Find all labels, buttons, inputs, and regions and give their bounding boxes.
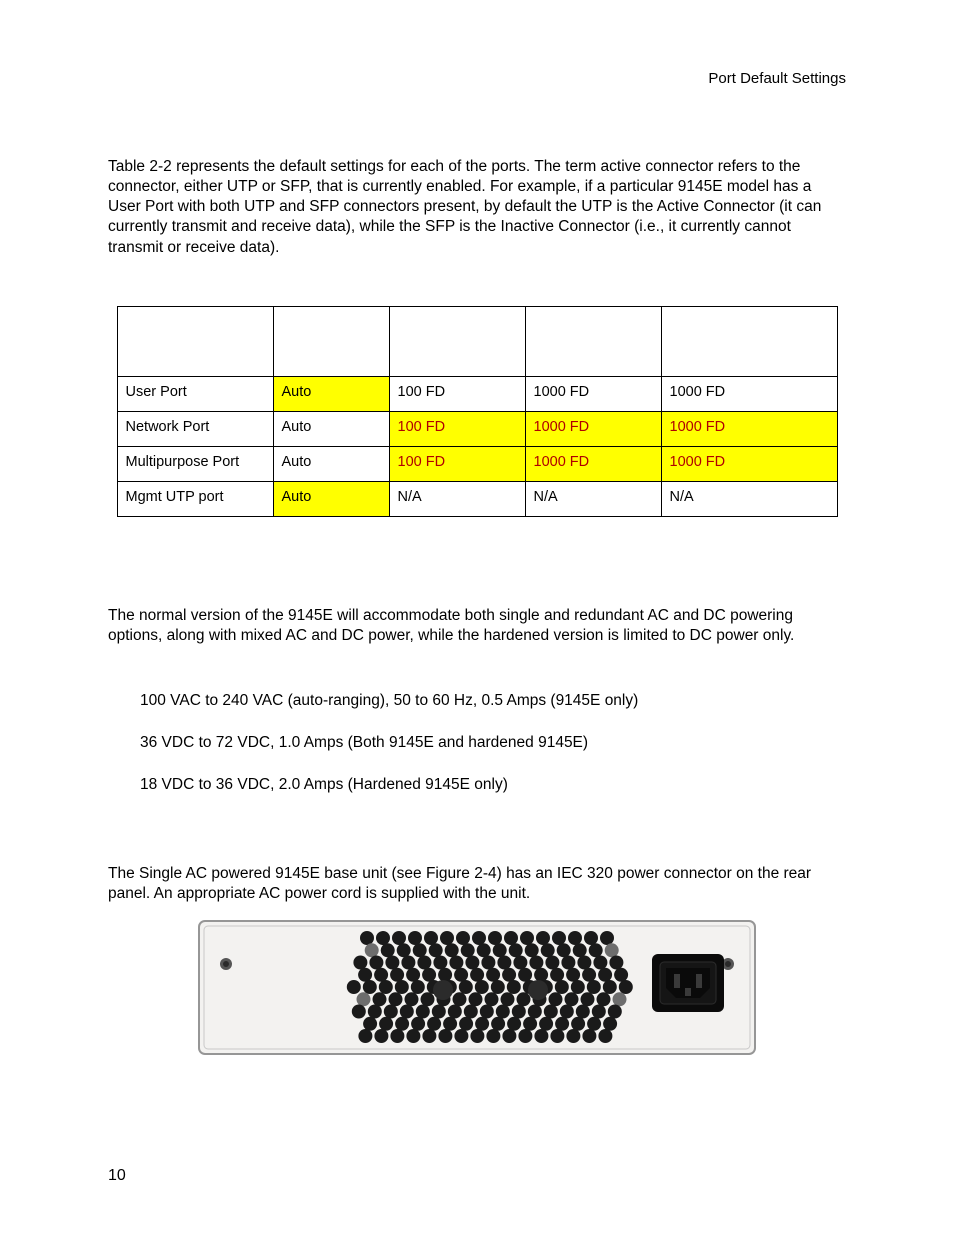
table-cell: 1000 FD [661,376,837,411]
table-cell: 1000 FD [661,446,837,481]
table-cell: 1000 FD [525,411,661,446]
figure-rear-panel [108,920,846,1060]
table-cell-port: Multipurpose Port [117,446,273,481]
table-header-cell [389,306,525,376]
table-header-cell [273,306,389,376]
power-intro-paragraph: The normal version of the 9145E will acc… [108,606,846,646]
table-cell: 100 FD [389,376,525,411]
port-defaults-table: User PortAuto100 FD1000 FD1000 FDNetwork… [117,306,838,517]
table-row: User PortAuto100 FD1000 FD1000 FD [117,376,837,411]
table-header-cell [661,306,837,376]
table-cell: 100 FD [389,446,525,481]
table-cell: Auto [273,376,389,411]
intro-paragraph: Table 2-2 represents the default setting… [108,157,846,258]
table-cell: N/A [389,481,525,516]
table-row: Multipurpose PortAuto100 FD1000 FD1000 F… [117,446,837,481]
table-cell-port: Network Port [117,411,273,446]
table-cell: Auto [273,481,389,516]
ac-paragraph: The Single AC powered 9145E base unit (s… [108,864,846,904]
power-spec-item: 18 VDC to 36 VDC, 2.0 Amps (Hardened 914… [140,776,846,794]
table-cell: 1000 FD [661,411,837,446]
table-row: Network PortAuto100 FD1000 FD1000 FD [117,411,837,446]
page: Port Default Settings Table 2-2 represen… [0,0,954,1235]
table-row: Mgmt UTP portAutoN/AN/AN/A [117,481,837,516]
table-cell: Auto [273,446,389,481]
table-cell: 100 FD [389,411,525,446]
page-number: 10 [108,1167,126,1185]
table-cell: N/A [525,481,661,516]
table-cell-port: Mgmt UTP port [117,481,273,516]
power-spec-list: 100 VAC to 240 VAC (auto-ranging), 50 to… [108,692,846,794]
table-cell: 1000 FD [525,376,661,411]
table-header-cell [525,306,661,376]
table-header-row [117,306,837,376]
table-cell: 1000 FD [525,446,661,481]
power-spec-item: 100 VAC to 240 VAC (auto-ranging), 50 to… [140,692,846,710]
page-header-right: Port Default Settings [108,70,846,87]
table-cell: N/A [661,481,837,516]
rear-panel-svg [198,920,756,1055]
table-header-cell [117,306,273,376]
power-spec-item: 36 VDC to 72 VDC, 1.0 Amps (Both 9145E a… [140,734,846,752]
table-cell-port: User Port [117,376,273,411]
table-cell: Auto [273,411,389,446]
